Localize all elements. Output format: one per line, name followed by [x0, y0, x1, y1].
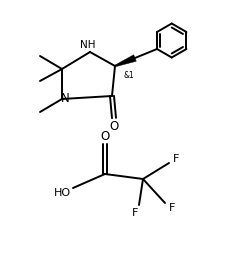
Text: O: O — [100, 130, 110, 142]
Text: HO: HO — [53, 188, 71, 198]
Text: F: F — [169, 203, 175, 213]
Text: F: F — [132, 208, 138, 218]
Text: &1: &1 — [123, 71, 134, 81]
Text: NH: NH — [80, 40, 96, 50]
Polygon shape — [115, 55, 136, 67]
Text: O: O — [109, 119, 119, 133]
Text: N: N — [61, 92, 69, 105]
Text: F: F — [173, 154, 179, 164]
